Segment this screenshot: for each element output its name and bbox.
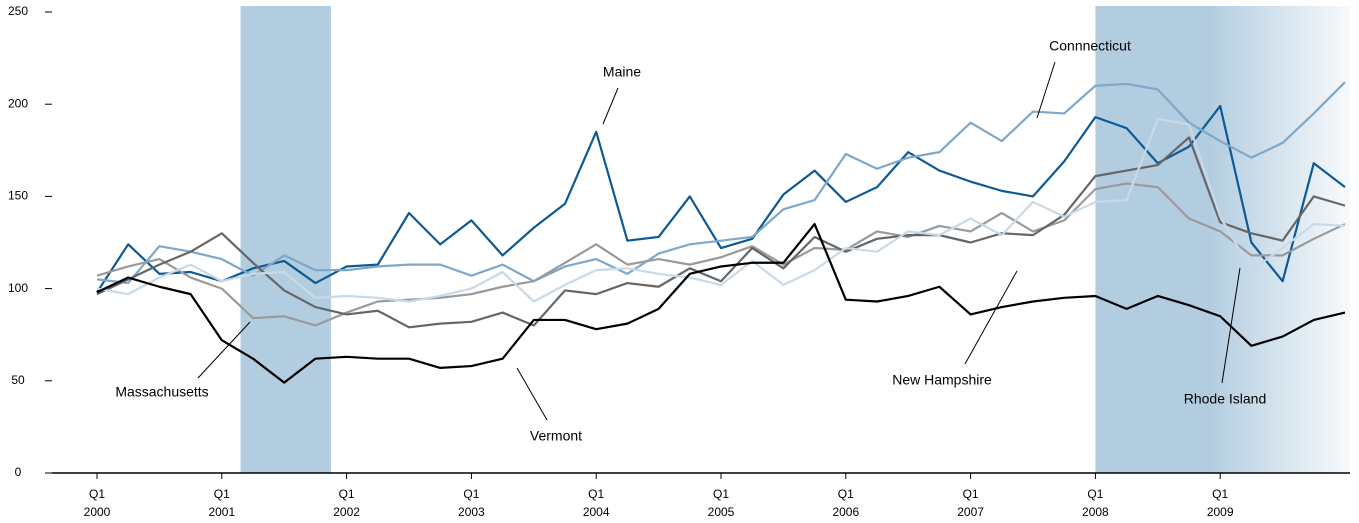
x-tick-label: Q1 2002 bbox=[333, 487, 360, 519]
x-tick-label: Q1 2003 bbox=[458, 487, 485, 519]
y-tick-label: 50 bbox=[11, 373, 25, 387]
y-tick-label: 150 bbox=[8, 189, 28, 203]
x-tick-label: Q1 2007 bbox=[957, 487, 984, 519]
series-label: New Hampshire bbox=[892, 372, 992, 388]
x-tick-label: Q1 2000 bbox=[83, 487, 111, 519]
y-tick-label: 250 bbox=[8, 4, 28, 18]
series-line bbox=[96, 136, 1346, 329]
leader-line bbox=[197, 321, 251, 379]
leader-line bbox=[964, 270, 1018, 365]
series-line bbox=[96, 117, 1346, 303]
series-label: Vermont bbox=[530, 428, 582, 444]
series-label: Massachusetts bbox=[115, 384, 208, 400]
y-tick-label: 200 bbox=[8, 96, 28, 110]
x-tick-label: Q1 2009 bbox=[1206, 487, 1234, 519]
leader-line bbox=[1036, 61, 1056, 119]
x-tick-label: Q1 2005 bbox=[707, 487, 735, 519]
series-label: Connnecticut bbox=[1049, 38, 1131, 54]
series-line bbox=[96, 81, 1346, 285]
x-tick-label: Q1 2001 bbox=[208, 487, 236, 519]
shaded-span bbox=[240, 6, 331, 473]
leader-line bbox=[1221, 267, 1241, 384]
y-tick-label: 100 bbox=[8, 281, 28, 295]
x-tick-label: Q1 2006 bbox=[832, 487, 860, 519]
x-tick-label: Q1 2008 bbox=[1082, 487, 1109, 519]
x-tick-label: Q1 2004 bbox=[582, 487, 610, 519]
y-tick-label: 0 bbox=[15, 465, 22, 479]
series-label: Rhode Island bbox=[1184, 391, 1267, 407]
series-line bbox=[96, 104, 1346, 293]
series-line bbox=[96, 182, 1346, 327]
leader-line bbox=[516, 367, 548, 421]
shaded-span bbox=[1095, 6, 1350, 473]
series-label: Maine bbox=[603, 64, 641, 80]
leader-line bbox=[602, 87, 619, 125]
series-line bbox=[96, 222, 1346, 384]
